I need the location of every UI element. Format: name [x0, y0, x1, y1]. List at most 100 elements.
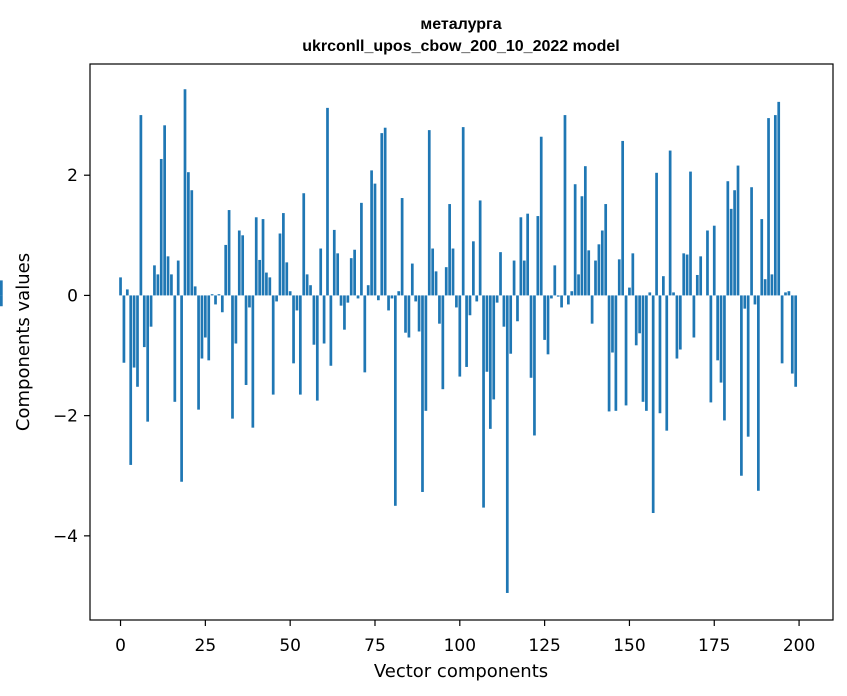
x-tick-label: 0 [115, 636, 126, 656]
bar-37 [244, 295, 248, 385]
bar-102 [465, 295, 468, 367]
bar-174 [709, 295, 713, 403]
bar-33 [231, 295, 234, 419]
bar-105 [475, 295, 479, 302]
bar-88 [417, 295, 421, 332]
bar-100 [458, 295, 462, 377]
bar-136 [580, 196, 584, 296]
bar-112 [499, 252, 502, 296]
bar-69 [353, 249, 356, 296]
bar-151 [631, 253, 635, 296]
bar-40 [254, 217, 258, 296]
bar-198 [790, 295, 794, 374]
bar-117 [516, 295, 519, 322]
plot-frame [89, 63, 834, 621]
bar-122 [533, 295, 536, 436]
bar-35 [237, 230, 241, 296]
x-tick-label: 100 [444, 636, 476, 656]
bar-130 [560, 295, 563, 308]
bar-132 [567, 295, 570, 305]
bar-137 [583, 166, 587, 296]
bar-183 [740, 295, 743, 476]
bar-78 [383, 127, 387, 296]
chart-subtitle: ukrconll_upos_cbow_200_10_2022 model [302, 38, 619, 55]
bar-159 [658, 295, 662, 414]
bar-6 [139, 115, 143, 296]
y-axis-label: Components values [13, 253, 34, 431]
bar-59 [319, 248, 323, 296]
x-axis-ticks: 0 25 50 75 100 125 150 175 200 [115, 620, 815, 656]
bar-75 [373, 183, 377, 296]
bar-48 [282, 213, 285, 296]
bar-13 [163, 125, 166, 296]
bar-175 [712, 225, 716, 296]
bar-176 [716, 295, 719, 361]
bar-123 [536, 216, 540, 296]
bar-86 [410, 263, 414, 296]
bar-171 [699, 256, 703, 296]
bar-197 [787, 291, 791, 296]
bar-81 [393, 295, 397, 506]
bar-82 [397, 291, 401, 296]
bar-90 [424, 295, 428, 411]
bar-28 [214, 295, 217, 305]
bar-141 [597, 244, 601, 296]
bar-26 [207, 295, 211, 361]
bar-84 [404, 295, 407, 333]
x-tick-label: 175 [698, 636, 730, 656]
bar-200 [0, 280, 3, 296]
bar-99 [455, 295, 458, 308]
bar-50 [288, 291, 292, 296]
bar-193 [773, 115, 777, 296]
bar-1 [122, 295, 126, 363]
bar-83 [400, 198, 404, 296]
bar-111 [495, 295, 499, 303]
bar-38 [248, 295, 251, 308]
bar-150 [628, 287, 631, 296]
bar-54 [302, 193, 306, 296]
bar-46 [275, 295, 278, 302]
bar-65 [339, 295, 343, 306]
bar-196 [784, 292, 787, 296]
bar-23 [197, 295, 200, 410]
bar-72 [363, 295, 367, 373]
bar-135 [577, 274, 580, 296]
y-tick-label: 2 [67, 166, 78, 186]
bar-61 [326, 107, 329, 296]
x-tick-label: 200 [783, 636, 815, 656]
bar-18 [180, 295, 183, 482]
bar-145 [611, 295, 614, 353]
bar-194 [777, 101, 781, 296]
bar-3 [129, 295, 133, 465]
bar-44 [268, 277, 272, 296]
bar-19 [183, 89, 187, 296]
bar-39 [251, 295, 255, 428]
bar-185 [746, 295, 750, 437]
x-tick-label: 50 [279, 636, 301, 656]
bar-58 [315, 295, 319, 401]
bar-188 [757, 295, 760, 491]
chart-title: металурга [420, 16, 501, 33]
bar-115 [509, 295, 513, 354]
bar-158 [655, 172, 658, 296]
y-tick-label: 0 [67, 286, 78, 306]
bar-121 [529, 295, 533, 378]
bar-195 [780, 295, 784, 364]
bar-147 [617, 259, 621, 296]
bar-9 [149, 295, 153, 327]
bar-14 [166, 256, 170, 296]
bar-189 [760, 219, 764, 296]
bar-113 [502, 295, 506, 327]
x-tick-label: 25 [195, 636, 217, 656]
bar-87 [414, 295, 418, 302]
bar-154 [641, 295, 645, 402]
bar-68 [349, 258, 353, 296]
bar-51 [292, 295, 295, 364]
bar-101 [461, 127, 465, 296]
bar-192 [770, 274, 774, 296]
bar-41 [258, 259, 261, 296]
bar-16 [173, 295, 177, 402]
bar-4 [132, 295, 136, 368]
bar-21 [190, 190, 194, 296]
